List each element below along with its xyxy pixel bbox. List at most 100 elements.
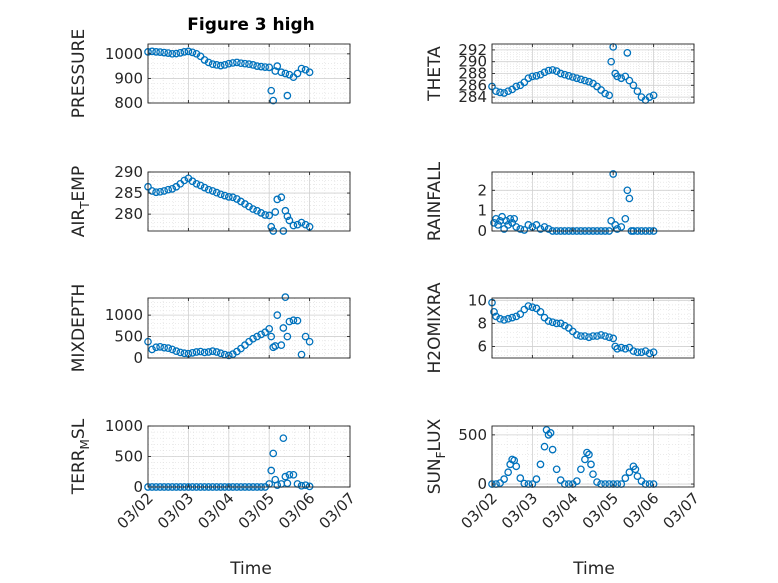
- data-point: [560, 70, 569, 79]
- data-point: [589, 470, 597, 479]
- data-point: [285, 317, 294, 326]
- data-point: [196, 181, 205, 190]
- data-point: [180, 349, 189, 358]
- data-point: [164, 185, 173, 194]
- data-point: [512, 223, 521, 231]
- data-point: [528, 303, 537, 312]
- data-point: [265, 211, 274, 220]
- x-axis-label-right: Time: [572, 559, 615, 579]
- data-point: [572, 74, 581, 83]
- data-point: [212, 61, 221, 69]
- data-point: [281, 472, 290, 481]
- y-axis-label: THETA: [425, 46, 445, 102]
- data-point: [633, 472, 642, 481]
- data-point: [267, 222, 276, 231]
- data-point: [281, 293, 290, 301]
- data-point: [498, 212, 506, 221]
- data-point: [273, 311, 282, 319]
- data-point: [301, 65, 310, 74]
- data-point: [224, 193, 233, 201]
- y-tick-label: 10: [468, 291, 487, 309]
- data-point: [241, 59, 249, 68]
- y-axis-label: PRESSURE: [69, 29, 89, 118]
- data-point: [152, 188, 160, 197]
- y-tick-label: 290: [114, 163, 143, 181]
- y-axis-label: RAINFALL: [425, 161, 445, 241]
- subplot-5: 0 500 1000 MIXDEPTH: [69, 284, 351, 372]
- data-point: [593, 478, 601, 486]
- data-point: [508, 313, 517, 322]
- data-point: [564, 72, 573, 80]
- subplot-7: 03/0203/0303/0403/0503/0603/0705001000TE…: [69, 417, 359, 532]
- data-point: [621, 344, 630, 353]
- data-point: [267, 332, 276, 341]
- x-tick-label: 03/05: [235, 489, 278, 532]
- data-point: [637, 348, 646, 357]
- data-point: [269, 449, 278, 458]
- y-tick-label: 0: [133, 478, 143, 496]
- data-point: [249, 61, 257, 69]
- data-point: [200, 348, 209, 357]
- data-point: [536, 307, 545, 316]
- data-point: [253, 332, 261, 341]
- y-tick-label: 1000: [105, 417, 143, 435]
- data-point: [261, 211, 270, 219]
- data-point: [577, 465, 585, 474]
- data-point: [597, 331, 605, 339]
- data-point: [265, 63, 274, 72]
- data-point: [645, 93, 654, 101]
- x-axis-label-left: Time: [229, 559, 272, 579]
- data-point: [208, 60, 217, 69]
- data-point: [301, 332, 310, 341]
- data-point: [544, 225, 553, 233]
- data-point: [568, 73, 577, 81]
- data-point: [492, 312, 500, 321]
- data-point: [192, 49, 201, 58]
- figure-title: Figure 3 high: [187, 15, 315, 35]
- data-point: [180, 176, 189, 185]
- data-point: [180, 48, 189, 56]
- data-point: [253, 62, 261, 70]
- data-point: [552, 67, 561, 75]
- data-point: [540, 442, 549, 451]
- x-tick-label: 03/07: [316, 489, 359, 532]
- data-point: [641, 347, 650, 355]
- data-point: [581, 76, 589, 85]
- data-point: [285, 470, 294, 479]
- data-point: [621, 474, 630, 482]
- y-axis-label: AIRTEMP: [69, 166, 92, 237]
- data-point: [168, 185, 177, 193]
- data-point: [305, 337, 314, 346]
- data-point: [283, 479, 292, 488]
- data-point: [289, 221, 298, 230]
- data-point: [293, 316, 302, 325]
- data-point: [510, 214, 519, 223]
- data-point: [265, 325, 274, 333]
- data-point: [548, 445, 557, 454]
- data-point: [524, 221, 533, 229]
- data-point: [536, 460, 545, 469]
- data-point: [625, 76, 634, 85]
- data-point: [613, 344, 622, 353]
- data-point: [160, 187, 169, 195]
- data-point: [546, 429, 555, 437]
- data-point: [577, 332, 585, 340]
- data-point: [506, 214, 515, 223]
- data-point: [500, 225, 508, 233]
- data-point: [188, 48, 197, 57]
- y-tick-label: 285: [114, 184, 143, 202]
- data-point: [289, 316, 298, 325]
- data-point: [228, 193, 237, 202]
- data-point: [305, 68, 314, 77]
- data-point: [629, 347, 638, 355]
- data-point: [164, 344, 173, 352]
- data-point: [283, 212, 292, 221]
- data-point: [613, 225, 622, 233]
- y-tick-label: 0: [477, 475, 487, 493]
- data-point: [188, 349, 197, 357]
- data-point: [245, 60, 253, 69]
- data-point: [572, 477, 581, 485]
- data-point: [156, 48, 164, 56]
- data-point: [621, 214, 630, 223]
